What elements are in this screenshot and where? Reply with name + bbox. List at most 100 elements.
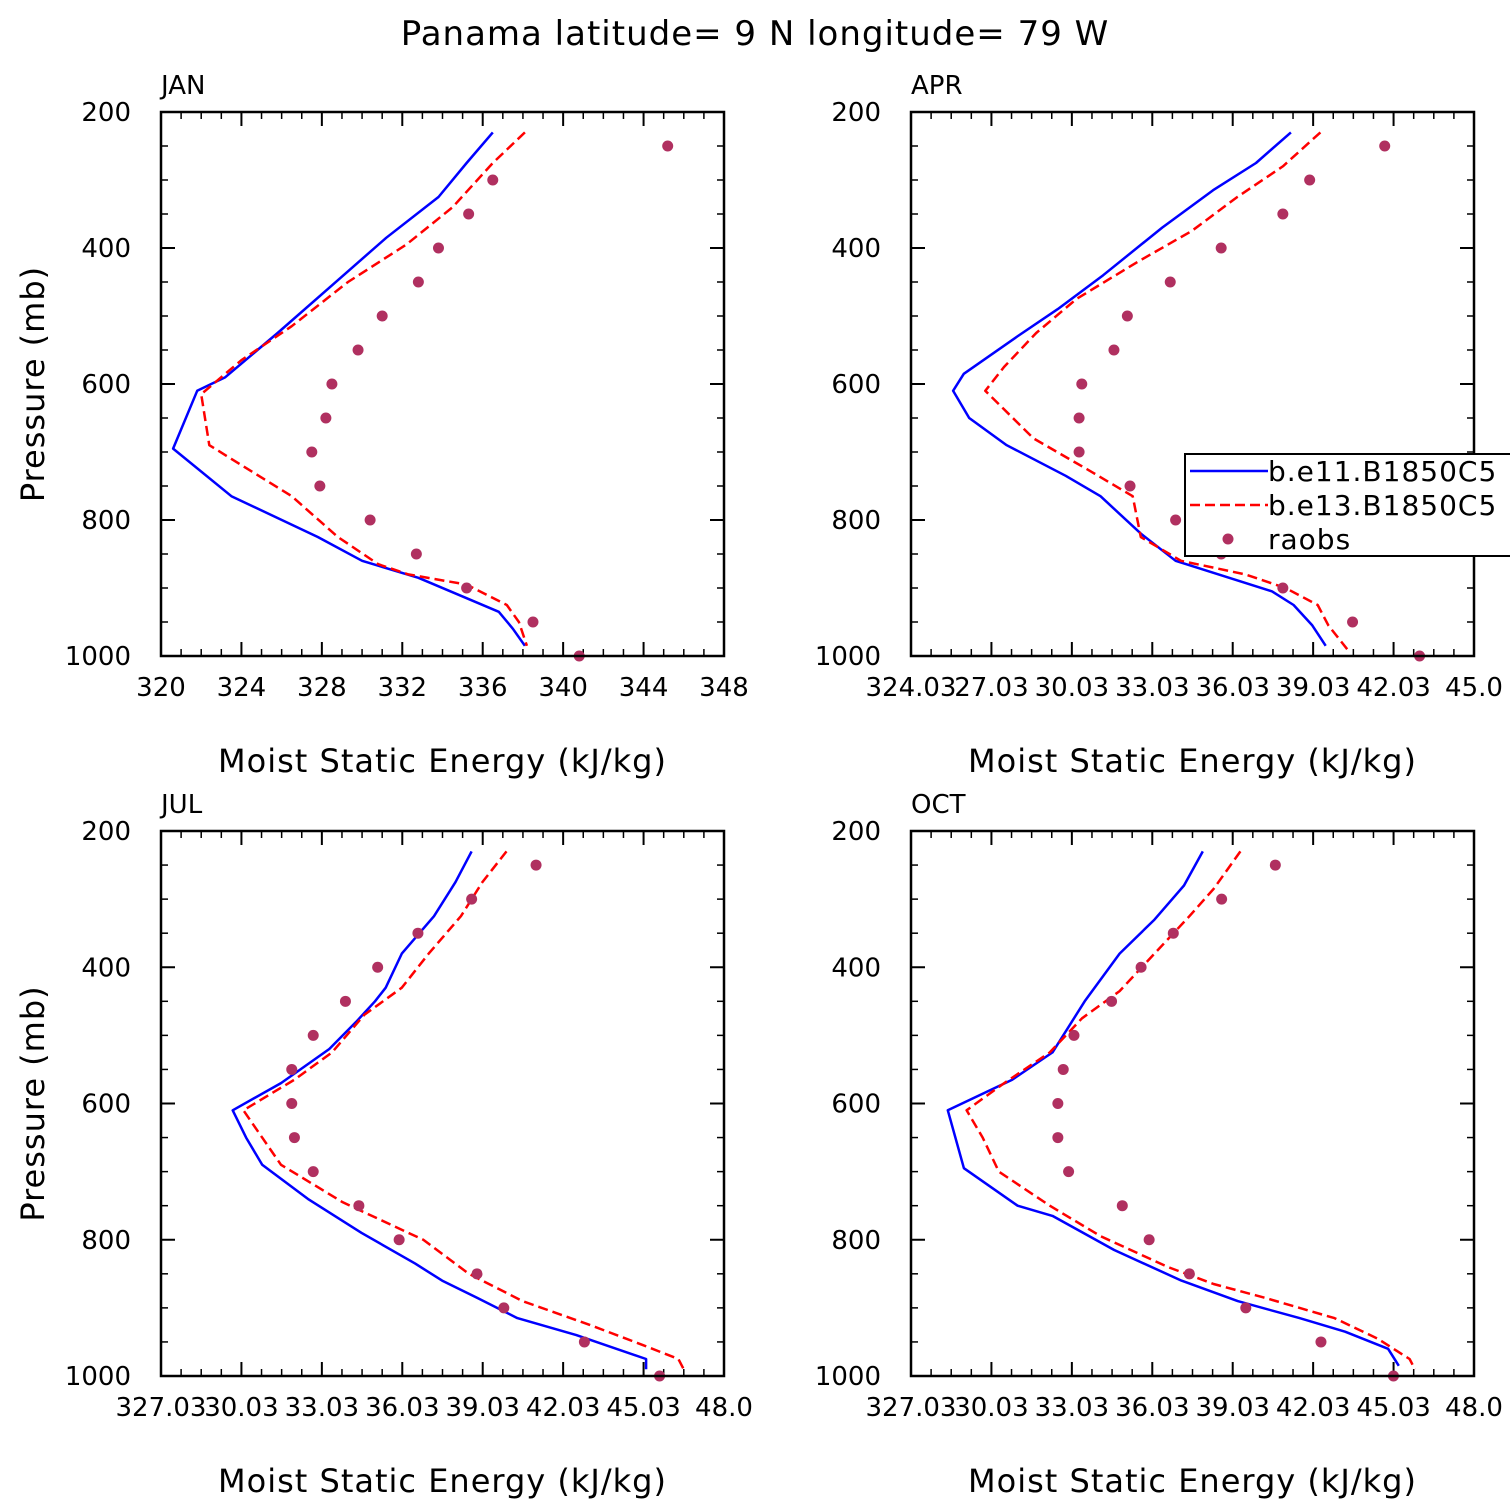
series-raobs (286, 859, 666, 1382)
series-line-b.e11.B1850C5 (946, 850, 1400, 1367)
raobs-point (463, 208, 475, 220)
legend-label: raobs (1268, 523, 1351, 556)
raobs-point (320, 412, 332, 424)
x-tick-label: 45.03 (1356, 1393, 1430, 1423)
plot-area (946, 850, 1417, 1370)
x-tick-label: 45.03 (606, 1393, 680, 1423)
series-raobs (306, 140, 674, 662)
ticks (910, 111, 1475, 657)
raobs-point (1164, 276, 1176, 288)
series-line-b.e13.B1850C5 (199, 131, 529, 647)
plot-frame (159, 829, 726, 1378)
raobs-point (578, 1336, 590, 1348)
y-tick-label: 400 (831, 953, 881, 983)
raobs-point (307, 1029, 319, 1041)
raobs-point (1108, 344, 1120, 356)
raobs-point (286, 1063, 298, 1075)
x-tick-label: 33.03 (1035, 1393, 1109, 1423)
figure-title: Panama latitude= 9 N longitude= 79 W (401, 14, 1110, 54)
y-tick-label: 400 (81, 234, 131, 264)
raobs-point (1063, 1166, 1075, 1178)
x-tick-label: 48.0 (1445, 1393, 1503, 1423)
raobs-point (1347, 616, 1359, 628)
raobs-point (1143, 1234, 1155, 1246)
y-tick-label: 400 (81, 953, 131, 983)
x-tick-label: 45.0 (1445, 673, 1503, 703)
y-tick-label: 200 (831, 817, 881, 847)
x-axis-title: Moist Static Energy (kJ/kg) (968, 1462, 1417, 1500)
raobs-point (1269, 859, 1281, 871)
x-tick-label: 42.03 (1356, 673, 1430, 703)
raobs-point (1167, 927, 1179, 939)
series-line-b.e13.B1850C5 (242, 850, 685, 1370)
raobs-point (527, 616, 539, 628)
y-tick-label: 800 (831, 506, 881, 536)
raobs-point (498, 1302, 510, 1314)
y-tick-label: 600 (831, 1090, 881, 1120)
raobs-point (288, 1132, 300, 1144)
plot-frame (909, 829, 1476, 1378)
x-tick-label: 327.03 (866, 1393, 957, 1423)
panel-label: JAN (159, 71, 205, 101)
raobs-point (466, 893, 478, 905)
y-tick-label: 600 (81, 1090, 131, 1120)
raobs-point (1052, 1132, 1064, 1144)
raobs-point (1057, 1063, 1069, 1075)
raobs-point (372, 961, 384, 973)
x-tick-label: 30.03 (954, 1393, 1028, 1423)
y-tick-label: 400 (831, 234, 881, 264)
y-tick-label: 200 (81, 817, 131, 847)
x-tick-label: 348 (699, 673, 749, 703)
raobs-point (412, 927, 424, 939)
panel-jan: 320 324 328 332 336 340 344 348 200 400 600 800 1000… (14, 71, 749, 780)
x-tick-label: 324.03 (866, 673, 957, 703)
raobs-point (1379, 140, 1391, 152)
y-tick-label: 800 (81, 1226, 131, 1256)
series-line-b.e13.B1850C5 (984, 131, 1349, 650)
x-tick-label: 39.03 (445, 1393, 519, 1423)
x-tick-label: 328 (297, 673, 347, 703)
x-tick-label: 344 (619, 673, 669, 703)
x-tick-label: 327.03 (116, 1393, 207, 1423)
raobs-point (1052, 1098, 1064, 1109)
raobs-point (1124, 480, 1136, 492)
y-tick-label: 800 (831, 1226, 881, 1256)
raobs-point (410, 548, 422, 560)
raobs-point (326, 378, 338, 390)
plot-area (951, 131, 1349, 650)
raobs-point (412, 276, 424, 288)
raobs-point (364, 514, 376, 526)
y-tick-label: 1000 (815, 1362, 881, 1392)
series-line-b.e13.B1850C5 (965, 850, 1417, 1370)
y-tick-label: 200 (831, 98, 881, 128)
x-tick-label: 30.03 (1035, 673, 1109, 703)
series-line-b.e11.B1850C5 (951, 131, 1327, 647)
panel-label: OCT (911, 790, 966, 820)
y-tick-label: 1000 (815, 642, 881, 672)
x-tick-label: 336 (458, 673, 508, 703)
raobs-point (662, 140, 674, 152)
raobs-point (286, 1098, 298, 1109)
x-tick-label: 42.03 (1276, 1393, 1350, 1423)
x-tick-label: 30.03 (204, 1393, 278, 1423)
x-tick-label: 320 (136, 673, 186, 703)
raobs-point (1076, 378, 1088, 390)
raobs-point (1215, 242, 1227, 254)
series-line-b.e11.B1850C5 (231, 850, 648, 1370)
y-axis-title: Pressure (mb) (14, 985, 52, 1221)
raobs-point (376, 310, 388, 322)
raobs-point (339, 995, 351, 1007)
raobs-point (352, 344, 364, 356)
raobs-point (353, 1200, 365, 1212)
panels: 320 324 328 332 336 340 344 348 200 400 600 800 1000… (14, 71, 1503, 1500)
x-axis-title: Moist Static Energy (kJ/kg) (218, 742, 667, 780)
series-raobs (1073, 140, 1426, 662)
legend-label: b.e11.B1850C5 (1268, 455, 1497, 488)
x-tick-label: 48.0 (695, 1393, 753, 1423)
raobs-point (432, 242, 444, 254)
x-tick-label: 33.03 (285, 1393, 359, 1423)
panel-label: JUL (159, 790, 203, 820)
raobs-point (1073, 446, 1085, 458)
